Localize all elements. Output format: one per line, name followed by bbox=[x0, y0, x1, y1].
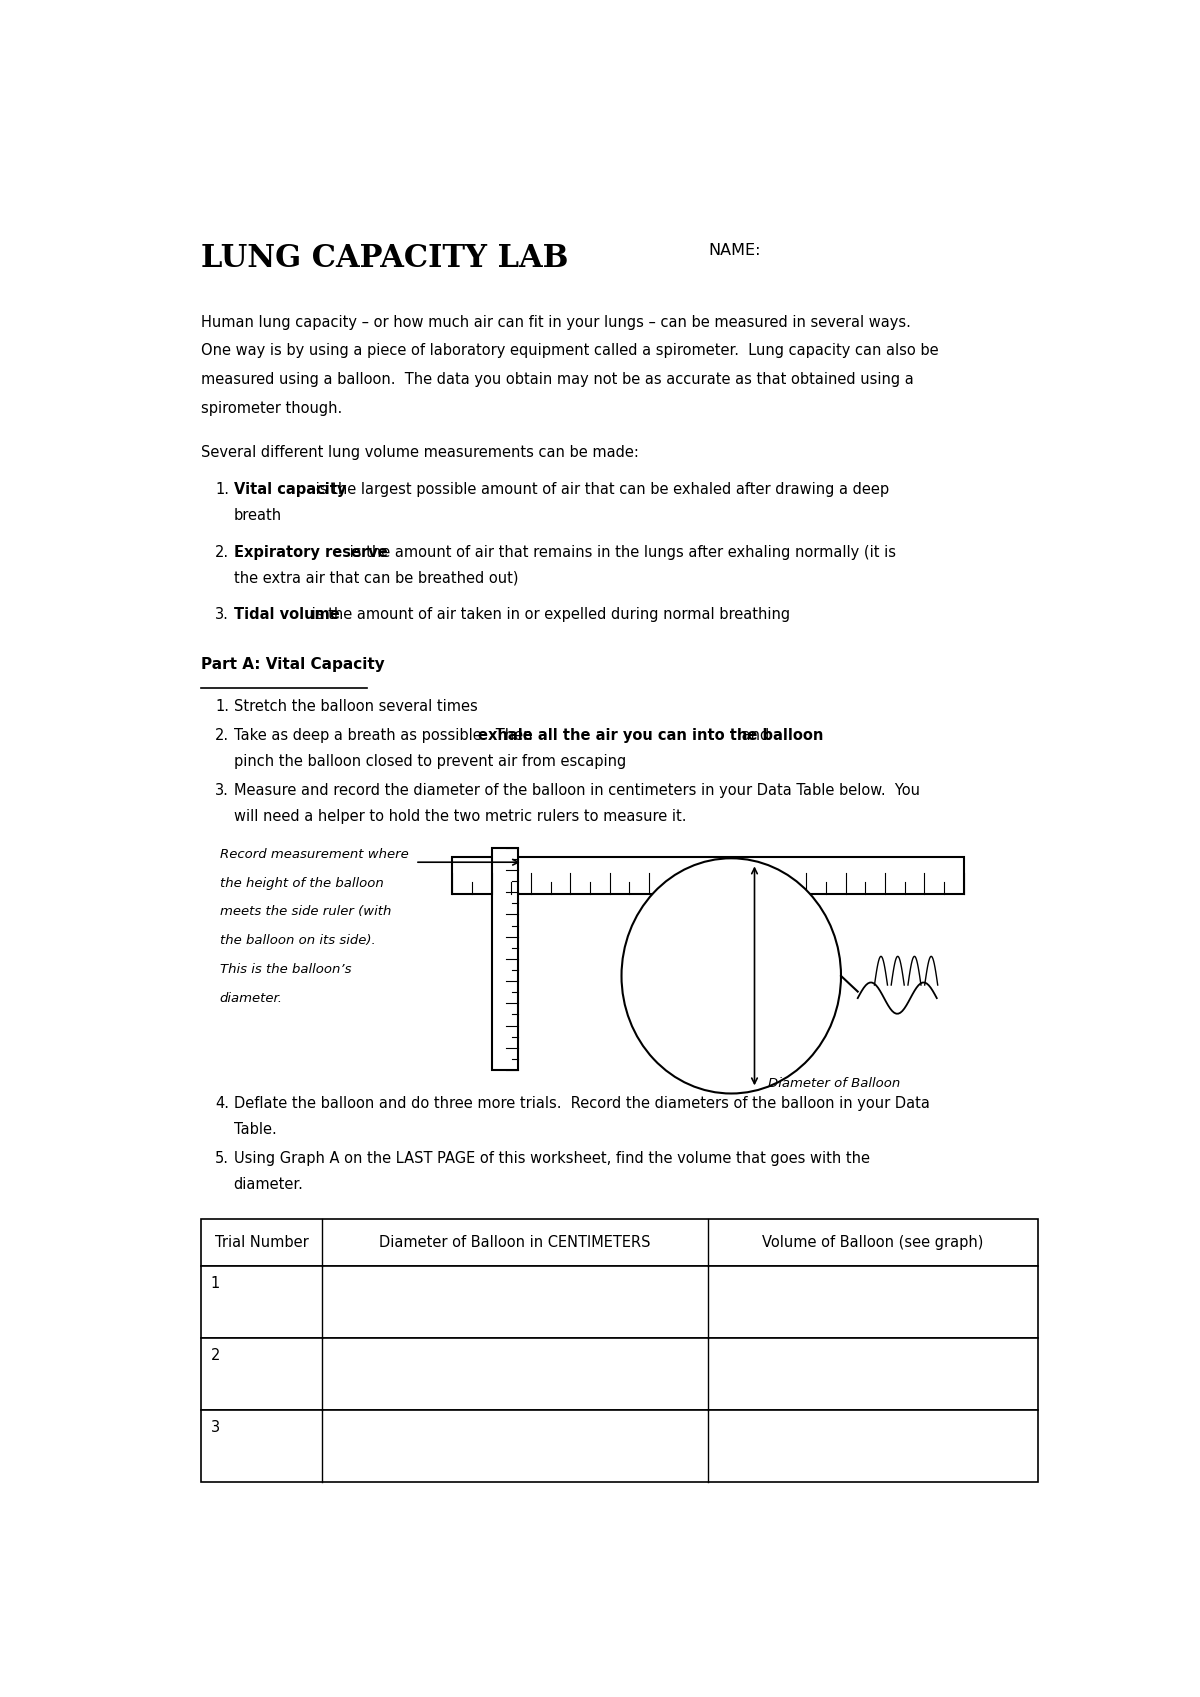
Text: Using Graph A on the LAST PAGE of this worksheet, find the volume that goes with: Using Graph A on the LAST PAGE of this w… bbox=[234, 1151, 870, 1166]
Text: breath: breath bbox=[234, 507, 282, 523]
Ellipse shape bbox=[622, 859, 841, 1093]
Text: and: and bbox=[737, 728, 769, 743]
Bar bbox=[202, 1218, 1038, 1266]
Text: Volume of Balloon (see graph): Volume of Balloon (see graph) bbox=[762, 1235, 984, 1251]
Text: diameter.: diameter. bbox=[234, 1178, 304, 1191]
Text: Human lung capacity – or how much air can fit in your lungs – can be measured in: Human lung capacity – or how much air ca… bbox=[202, 314, 911, 329]
Text: 1.: 1. bbox=[215, 699, 229, 714]
Text: NAME:: NAME: bbox=[708, 243, 761, 258]
Text: diameter.: diameter. bbox=[220, 991, 283, 1005]
Text: is the largest possible amount of air that can be exhaled after drawing a deep: is the largest possible amount of air th… bbox=[311, 482, 889, 497]
Text: Several different lung volume measurements can be made:: Several different lung volume measuremen… bbox=[202, 445, 640, 460]
Text: spirometer though.: spirometer though. bbox=[202, 400, 342, 416]
Text: This is the balloon’s: This is the balloon’s bbox=[220, 962, 352, 976]
Text: will need a helper to hold the two metric rulers to measure it.: will need a helper to hold the two metri… bbox=[234, 809, 686, 823]
Text: the height of the balloon: the height of the balloon bbox=[220, 877, 384, 889]
Text: pinch the balloon closed to prevent air from escaping: pinch the balloon closed to prevent air … bbox=[234, 753, 626, 769]
Text: exhale all the air you can into the balloon: exhale all the air you can into the ball… bbox=[479, 728, 823, 743]
Text: 5.: 5. bbox=[215, 1151, 229, 1166]
Bar bbox=[492, 848, 518, 1071]
Text: Stretch the balloon several times: Stretch the balloon several times bbox=[234, 699, 478, 714]
Text: 1.: 1. bbox=[215, 482, 229, 497]
Text: the extra air that can be breathed out): the extra air that can be breathed out) bbox=[234, 570, 518, 585]
Text: 2.: 2. bbox=[215, 545, 229, 560]
Text: 3.: 3. bbox=[215, 608, 229, 623]
Bar bbox=[202, 1410, 1038, 1481]
Text: Part A: Vital Capacity: Part A: Vital Capacity bbox=[202, 657, 385, 672]
Text: 3: 3 bbox=[210, 1420, 220, 1436]
Text: 2.: 2. bbox=[215, 728, 229, 743]
Text: is the amount of air taken in or expelled during normal breathing: is the amount of air taken in or expelle… bbox=[307, 608, 791, 623]
Text: the balloon on its side).: the balloon on its side). bbox=[220, 933, 376, 947]
Text: Expiratory reserve: Expiratory reserve bbox=[234, 545, 388, 560]
Bar bbox=[202, 1266, 1038, 1337]
Text: Diameter of Balloon in CENTIMETERS: Diameter of Balloon in CENTIMETERS bbox=[379, 1235, 650, 1251]
Text: Tidal volume: Tidal volume bbox=[234, 608, 340, 623]
Text: Diameter of Balloon: Diameter of Balloon bbox=[768, 1076, 901, 1089]
Text: Table.: Table. bbox=[234, 1122, 276, 1137]
Text: Measure and record the diameter of the balloon in centimeters in your Data Table: Measure and record the diameter of the b… bbox=[234, 782, 919, 798]
Text: is the amount of air that remains in the lungs after exhaling normally (it is: is the amount of air that remains in the… bbox=[346, 545, 896, 560]
Text: Trial Number: Trial Number bbox=[215, 1235, 308, 1251]
Text: Vital capacity: Vital capacity bbox=[234, 482, 346, 497]
Text: LUNG CAPACITY LAB: LUNG CAPACITY LAB bbox=[202, 243, 569, 273]
Text: Take as deep a breath as possible.  Then: Take as deep a breath as possible. Then bbox=[234, 728, 536, 743]
Text: One way is by using a piece of laboratory equipment called a spirometer.  Lung c: One way is by using a piece of laborator… bbox=[202, 343, 938, 358]
Text: measured using a balloon.  The data you obtain may not be as accurate as that ob: measured using a balloon. The data you o… bbox=[202, 372, 914, 387]
Text: meets the side ruler (with: meets the side ruler (with bbox=[220, 905, 391, 918]
Text: 2: 2 bbox=[210, 1349, 220, 1363]
Text: Record measurement where: Record measurement where bbox=[220, 848, 408, 860]
Text: 1: 1 bbox=[210, 1276, 220, 1291]
Text: Deflate the balloon and do three more trials.  Record the diameters of the ballo: Deflate the balloon and do three more tr… bbox=[234, 1096, 930, 1112]
Bar bbox=[452, 857, 964, 894]
Bar bbox=[202, 1337, 1038, 1410]
Text: 4.: 4. bbox=[215, 1096, 229, 1112]
Text: 3.: 3. bbox=[215, 782, 229, 798]
